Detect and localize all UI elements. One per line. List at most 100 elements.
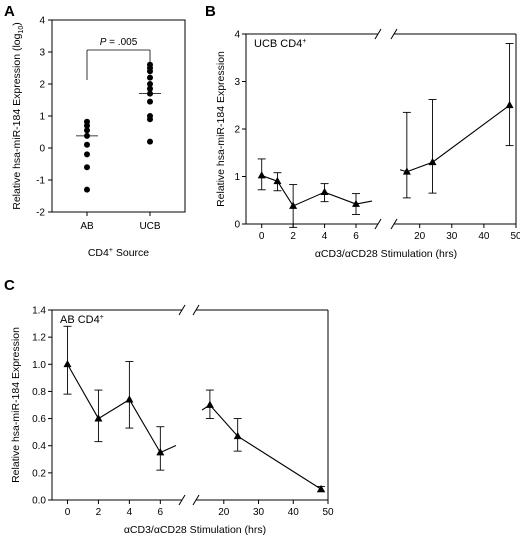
panel-title-b-part: +	[302, 38, 306, 45]
panel-c: C 0.0 0.2 0.4 0.6 0.8 1.0 1.2 1.4 0 2 4 6 20 30 40 50 AB …	[4, 277, 334, 536]
data-marker-c	[233, 431, 242, 440]
data-point-ucb	[147, 74, 153, 81]
panel-a: A -2 -1 0 1 2 3 4 AB UCB P = .005 Relative hsa-miR-…	[4, 3, 186, 259]
p-symbol: P	[100, 37, 107, 48]
x-tick-label-a: AB	[80, 221, 94, 232]
series-line-b	[406, 104, 510, 173]
x-tick-label-c: 4	[127, 507, 133, 518]
x-axis-label-b: αCD3/αCD28 Stimulation (hrs)	[315, 248, 457, 260]
x-tick-label-b: 0	[259, 231, 265, 242]
y-tick-label-b: 0	[234, 220, 240, 231]
y-tick-label-a: 0	[39, 144, 45, 155]
y-axis-label-a: Relative hsa-miR-184 Expression (log10)	[11, 22, 25, 210]
panel-letter-a: A	[4, 3, 15, 20]
axis-break-mark-c	[178, 304, 186, 316]
x-tick-label-c: 20	[218, 507, 230, 518]
x-tick-label-b: 20	[414, 231, 426, 242]
x-tick-label-c: 40	[288, 507, 300, 518]
y-tick-label-b: 4	[234, 30, 240, 41]
panel-letter-b: B	[205, 3, 216, 20]
data-marker-b	[257, 171, 266, 179]
y-axis-label-c: Relative hsa-miR-184 Expression	[10, 327, 22, 483]
panel-title-c: AB CD4+	[60, 314, 104, 326]
x-tick-label-b: 50	[510, 231, 520, 242]
y-tick-label-c: 1.2	[32, 333, 46, 344]
y-tick-label-b: 1	[234, 172, 240, 183]
y-tick-label-a: -2	[36, 208, 45, 219]
x-tick-label-c: 50	[322, 507, 334, 518]
plot-frame-a	[51, 19, 186, 213]
axis-break-mark-b	[374, 28, 382, 40]
data-marker-b	[289, 201, 298, 209]
data-point-ab	[84, 141, 90, 148]
y-tick-label-c: 0.6	[32, 414, 46, 425]
x-tick-label-c: 30	[253, 507, 265, 518]
axis-break-mark-c	[192, 494, 200, 506]
x-axis-label-a-part: Source	[113, 247, 149, 259]
y-tick-label-c: 1.4	[32, 306, 46, 317]
x-tick-label-c: 6	[158, 507, 164, 518]
panel-title-b: UCB CD4+	[254, 38, 306, 50]
data-point-ucb	[147, 85, 153, 92]
data-marker-c	[317, 484, 326, 493]
data-point-ucb	[147, 138, 153, 145]
y-tick-label-c: 0.2	[32, 468, 46, 479]
data-marker-b	[352, 199, 360, 207]
series-line-c	[66, 364, 161, 453]
data-marker-c	[205, 400, 214, 408]
data-marker-c	[63, 359, 72, 368]
x-tick-label-b: 6	[353, 231, 359, 242]
x-axis-label-a-part: +	[109, 247, 113, 254]
data-marker-b	[273, 176, 282, 185]
x-tick-label-c: 0	[65, 507, 71, 518]
panel-title-c-part: +	[100, 314, 104, 321]
data-point-ucb	[147, 81, 153, 87]
y-tick-label-b: 2	[234, 125, 240, 136]
x-tick-label-b: 40	[478, 231, 490, 242]
data-marker-c	[125, 395, 134, 403]
data-point-ucb	[147, 116, 153, 123]
p-value-annotation: P = .005	[100, 37, 138, 48]
data-point-ucb	[147, 68, 153, 75]
axis-break-mark-c	[178, 494, 186, 506]
y-axis-label-a-part: Relative hsa-miR-184 Expression (log	[11, 33, 23, 209]
y-tick-label-a: 1	[39, 112, 45, 123]
series-continuation-c	[160, 444, 177, 454]
x-axis-label-a-part: CD4	[88, 247, 109, 259]
axis-break-mark-b	[390, 28, 398, 40]
y-tick-label-c: 0.8	[32, 387, 46, 398]
x-tick-label-b: 2	[290, 231, 296, 242]
data-point-ab	[84, 164, 90, 171]
series-continuation-b	[355, 200, 373, 205]
x-tick-label-a: UCB	[139, 221, 160, 232]
series-line-c	[209, 404, 322, 490]
y-tick-label-a: -1	[36, 176, 45, 187]
y-axis-label-a-part: )	[11, 22, 23, 26]
x-axis-label-a: CD4+ Source	[88, 247, 149, 259]
x-tick-label-c: 2	[96, 507, 102, 518]
y-tick-label-c: 0.4	[32, 441, 46, 452]
x-tick-label-b: 30	[446, 231, 458, 242]
y-tick-label-c: 1.0	[32, 360, 46, 371]
p-value: = .005	[106, 37, 137, 48]
data-marker-c	[94, 414, 103, 422]
data-point-ab	[84, 127, 90, 134]
data-marker-b	[505, 100, 514, 109]
axis-break-mark-c	[192, 304, 200, 316]
data-marker-b	[428, 157, 437, 166]
y-tick-label-c: 0.0	[32, 496, 46, 507]
y-tick-label-a: 2	[39, 80, 45, 91]
y-tick-label-a: 4	[39, 16, 45, 27]
data-point-ab	[84, 122, 90, 129]
data-point-ab	[84, 186, 90, 193]
y-axis-label-b: Relative hsa-miR-184 Expression	[215, 51, 227, 207]
axis-break-mark-b	[374, 218, 382, 230]
panel-letter-c: C	[4, 277, 15, 294]
data-marker-c	[156, 448, 165, 456]
axis-break-mark-b	[390, 218, 398, 230]
panel-title-c-part: AB CD4	[60, 314, 100, 326]
x-tick-label-b: 4	[322, 231, 328, 242]
data-point-ucb	[147, 98, 153, 105]
